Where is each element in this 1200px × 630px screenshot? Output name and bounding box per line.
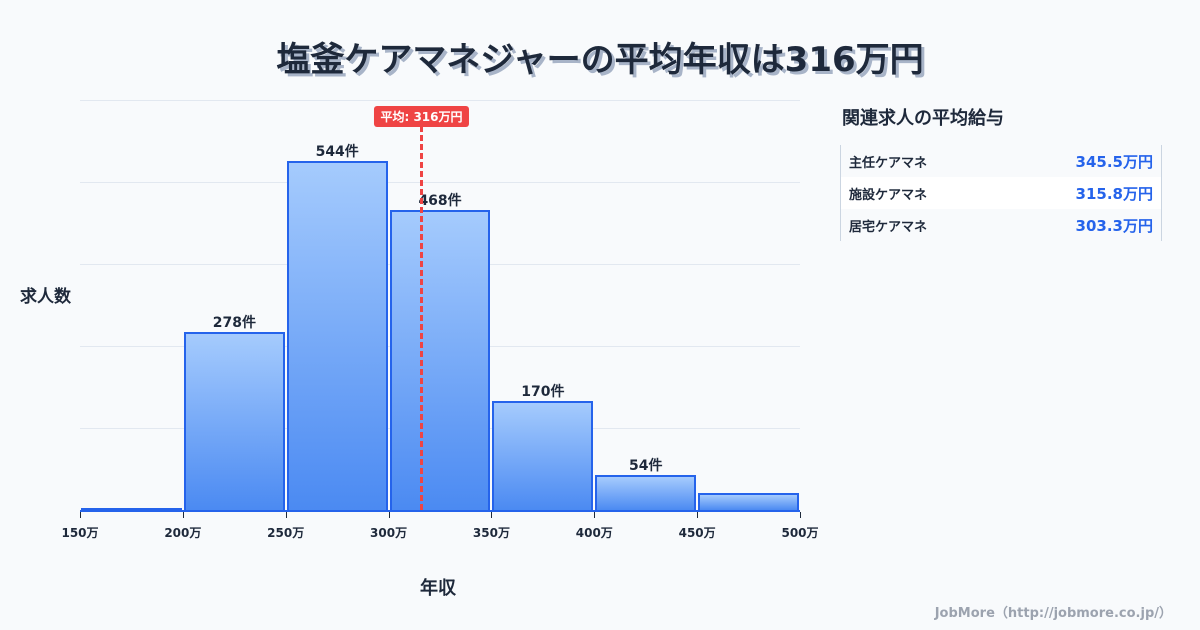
x-tick — [800, 512, 801, 518]
x-tick — [388, 512, 390, 518]
job-name: 居宅ケアマネ — [849, 219, 928, 235]
x-tick-label: 450万 — [678, 526, 716, 540]
x-axis-label: 年収 — [420, 578, 456, 599]
x-tick-label: 400万 — [575, 526, 613, 540]
x-tick — [594, 512, 596, 518]
histogram-bar — [389, 209, 491, 510]
job-salary: 315.8万円 — [1075, 184, 1153, 203]
x-tick — [491, 512, 493, 518]
related-salary-title: 関連求人の平均給与 — [842, 108, 1004, 129]
histogram-bar — [595, 475, 697, 510]
bar-value-label: 278件 — [212, 314, 256, 331]
x-tick-label: 500万 — [781, 526, 819, 540]
x-tick — [697, 512, 699, 518]
x-tick — [80, 512, 81, 518]
x-tick-label: 200万 — [164, 526, 202, 540]
x-tick — [182, 512, 184, 518]
bar-value-label: 468件 — [418, 192, 462, 209]
x-tick-label: 150万 — [61, 526, 99, 540]
bar-value-label: 544件 — [315, 144, 359, 160]
related-salary-table: 主任ケアマネ 345.5万円 施設ケアマネ 315.8万円 居宅ケアマネ 303… — [840, 145, 1162, 241]
average-badge: 平均: 316万円 — [374, 106, 469, 127]
footer-credit: JobMore（http://jobmore.co.jp/） — [934, 606, 1172, 621]
histogram-bar — [183, 331, 285, 510]
x-tick-label: 350万 — [472, 526, 510, 540]
histogram-bar — [492, 400, 594, 510]
average-line — [420, 126, 424, 510]
job-name: 主任ケアマネ — [849, 155, 928, 171]
related-salary-row: 施設ケアマネ 315.8万円 — [841, 177, 1161, 209]
job-salary: 345.5万円 — [1075, 152, 1153, 171]
related-salary-row: 主任ケアマネ 345.5万円 — [841, 145, 1161, 177]
x-tick — [285, 512, 287, 518]
x-tick-label: 300万 — [370, 526, 408, 540]
x-axis-line — [80, 510, 800, 512]
y-axis-label: 求人数 — [20, 287, 71, 307]
histogram-bar — [698, 493, 799, 510]
gridline — [80, 100, 800, 101]
histogram-bar — [81, 508, 182, 510]
related-salary-row: 居宅ケアマネ 303.3万円 — [841, 209, 1161, 241]
bar-value-label: 170件 — [521, 383, 565, 400]
bar-value-label: 54件 — [629, 458, 663, 475]
histogram-chart: 278件 544件 468件 170件 54件 150万 200万 250万 300万 350万… — [61, 100, 819, 540]
job-salary: 303.3万円 — [1075, 216, 1153, 235]
histogram-bar — [286, 161, 388, 510]
job-name: 施設ケアマネ — [849, 187, 928, 203]
page-title: 塩釜ケアマネジャーの平均年収は316万円 — [276, 40, 924, 80]
x-tick-label: 250万 — [267, 526, 305, 540]
gridline — [80, 182, 800, 183]
